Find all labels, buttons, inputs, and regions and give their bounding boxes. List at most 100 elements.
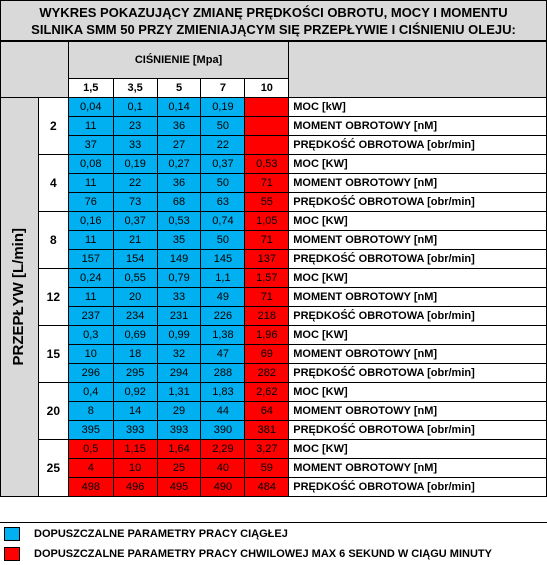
value-cell: 0,69 <box>112 325 158 345</box>
value-cell: 1,57 <box>244 268 290 288</box>
value-cell: 76 <box>67 192 114 212</box>
value-cell: 0,14 <box>156 97 202 117</box>
row-label-moment: MOMENT OBROTOWY [nM] <box>288 173 547 193</box>
legend-item-momentary: DOPUSZCZALNE PARAMETRY PRACY CHWILOWEJ M… <box>0 543 547 565</box>
row-label-moment: MOMENT OBROTOWY [nM] <box>288 287 547 307</box>
title-line-1: WYKRES POKAZUJĄCY ZMIANĘ PRĘDKOŚCI OBROT… <box>39 5 508 20</box>
legend-text-continuous: DOPUSZCZALNE PARAMETRY PRACY CIĄGŁEJ <box>34 528 288 540</box>
row-label-moc: MOC [KW] <box>288 439 547 459</box>
value-cell: 0,5 <box>67 439 114 459</box>
value-cell: 71 <box>244 173 290 193</box>
value-cell: 154 <box>112 249 158 269</box>
value-cell: 11 <box>67 173 114 193</box>
value-cell: 44 <box>200 401 246 421</box>
row-label-predkosc: PRĘDKOŚĆ OBROTOWA [obr/min] <box>288 135 547 155</box>
value-cell: 234 <box>112 306 158 326</box>
value-cell: 237 <box>67 306 114 326</box>
value-cell: 27 <box>156 135 202 155</box>
flow-value-3: 12 <box>37 268 69 326</box>
value-cell: 40 <box>200 458 246 478</box>
value-cell: 381 <box>244 420 290 440</box>
value-cell: 0,37 <box>200 154 246 174</box>
legend-text-momentary: DOPUSZCZALNE PARAMETRY PRACY CHWILOWEJ M… <box>34 548 492 560</box>
value-cell <box>244 97 290 117</box>
page-title: WYKRES POKAZUJĄCY ZMIANĘ PRĘDKOŚCI OBROT… <box>0 0 547 41</box>
value-cell: 32 <box>156 344 202 364</box>
value-cell: 2,62 <box>244 382 290 402</box>
pressure-col-1: 3,5 <box>112 78 158 98</box>
value-cell: 71 <box>244 230 290 250</box>
value-cell: 33 <box>156 287 202 307</box>
row-label-moment: MOMENT OBROTOWY [nM] <box>288 458 547 478</box>
row-label-moc: MOC [kW] <box>288 97 547 117</box>
row-label-moc: MOC [KW] <box>288 325 547 345</box>
value-cell: 23 <box>112 116 158 136</box>
value-cell: 145 <box>200 249 246 269</box>
pressure-header: CIŚNIENIE [Mpa] <box>67 41 290 79</box>
value-cell: 226 <box>200 306 246 326</box>
row-label-moc: MOC [KW] <box>288 382 547 402</box>
value-cell: 3,27 <box>244 439 290 459</box>
value-cell: 71 <box>244 287 290 307</box>
value-cell: 11 <box>67 230 114 250</box>
row-label-predkosc: PRĘDKOŚĆ OBROTOWA [obr/min] <box>288 420 547 440</box>
row-label-moment: MOMENT OBROTOWY [nM] <box>288 401 547 421</box>
row-label-predkosc: PRĘDKOŚĆ OBROTOWA [obr/min] <box>288 363 547 383</box>
value-cell: 47 <box>200 344 246 364</box>
value-cell: 55 <box>244 192 290 212</box>
value-cell: 10 <box>67 344 114 364</box>
value-cell: 11 <box>67 287 114 307</box>
value-cell: 0,4 <box>67 382 114 402</box>
value-cell: 1,83 <box>200 382 246 402</box>
value-cell: 64 <box>244 401 290 421</box>
value-cell: 36 <box>156 116 202 136</box>
value-cell: 294 <box>156 363 202 383</box>
value-cell: 0,92 <box>112 382 158 402</box>
flow-axis-label: PRZEPŁYW [L/min] <box>10 228 28 366</box>
pressure-col-0: 1,5 <box>67 78 114 98</box>
flow-value-1: 4 <box>37 154 69 212</box>
value-cell: 0,37 <box>112 211 158 231</box>
value-cell: 33 <box>112 135 158 155</box>
value-cell: 390 <box>200 420 246 440</box>
value-cell: 0,04 <box>67 97 114 117</box>
value-cell: 0,55 <box>112 268 158 288</box>
value-cell: 22 <box>200 135 246 155</box>
parameters-table: CIŚNIENIE [Mpa] 1,5 3,5 5 7 10 PRZEPŁYW [L/m… <box>0 41 547 497</box>
value-cell: 11 <box>67 116 114 136</box>
flow-value-0: 2 <box>37 97 69 155</box>
value-cell: 50 <box>200 230 246 250</box>
row-label-predkosc: PRĘDKOŚĆ OBROTOWA [obr/min] <box>288 249 547 269</box>
row-label-moc: MOC [KW] <box>288 268 547 288</box>
value-cell: 4 <box>67 458 114 478</box>
pressure-col-2: 5 <box>156 78 202 98</box>
value-cell: 59 <box>244 458 290 478</box>
value-cell: 490 <box>200 477 246 497</box>
value-cell: 296 <box>67 363 114 383</box>
row-label-moment: MOMENT OBROTOWY [nM] <box>288 230 547 250</box>
value-cell: 0,3 <box>67 325 114 345</box>
row-label-predkosc: PRĘDKOŚĆ OBROTOWA [obr/min] <box>288 477 547 497</box>
title-line-2: SILNIKA SMM 50 PRZY ZMIENIAJĄCYM SIĘ PRZ… <box>31 22 516 37</box>
row-label-moc: MOC [KW] <box>288 211 547 231</box>
value-cell: 498 <box>67 477 114 497</box>
value-cell: 8 <box>67 401 114 421</box>
value-cell: 295 <box>112 363 158 383</box>
value-cell: 1,15 <box>112 439 158 459</box>
value-cell: 1,05 <box>244 211 290 231</box>
value-cell: 50 <box>200 116 246 136</box>
legend-swatch-red <box>4 547 20 561</box>
value-cell: 231 <box>156 306 202 326</box>
value-cell: 0,08 <box>67 154 114 174</box>
value-cell: 63 <box>200 192 246 212</box>
value-cell: 149 <box>156 249 202 269</box>
value-cell: 137 <box>244 249 290 269</box>
pressure-col-3: 7 <box>200 78 246 98</box>
value-cell: 29 <box>156 401 202 421</box>
value-cell: 1,38 <box>200 325 246 345</box>
value-cell: 0,24 <box>67 268 114 288</box>
value-cell: 218 <box>244 306 290 326</box>
value-cell: 495 <box>156 477 202 497</box>
value-cell: 0,53 <box>244 154 290 174</box>
